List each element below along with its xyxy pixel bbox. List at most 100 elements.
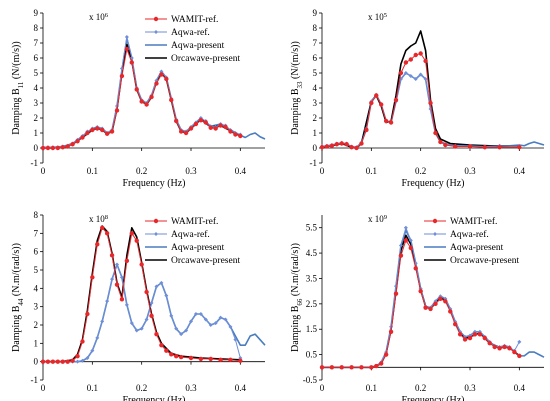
scale-multiplier: x 108 bbox=[89, 214, 108, 225]
y-tick-label: 8 bbox=[313, 23, 318, 33]
data-point bbox=[164, 76, 169, 82]
data-point bbox=[95, 335, 100, 340]
y-tick-label: -1 bbox=[31, 158, 39, 168]
y-tick-label: 5.5 bbox=[306, 223, 318, 233]
data-point bbox=[228, 357, 233, 363]
series-wamit-ref bbox=[319, 238, 522, 370]
data-point bbox=[428, 306, 433, 312]
data-point bbox=[383, 118, 389, 124]
data-point bbox=[418, 288, 423, 294]
data-point bbox=[492, 344, 497, 350]
data-point bbox=[359, 365, 364, 370]
data-point bbox=[218, 315, 223, 320]
data-point bbox=[208, 125, 213, 130]
y-tick-label: 1 bbox=[34, 128, 39, 138]
y-tick-label: 1.5 bbox=[306, 324, 318, 334]
data-point bbox=[349, 145, 354, 150]
y-tick-label: 3 bbox=[34, 302, 39, 312]
legend-marker bbox=[153, 16, 159, 22]
data-point bbox=[80, 358, 85, 363]
legend-label: Aqwa-ref. bbox=[450, 229, 489, 240]
data-point bbox=[124, 46, 130, 52]
data-point bbox=[169, 97, 174, 103]
y-axis-label: Damping B66 (N.m/(rad/s)) bbox=[290, 243, 304, 352]
data-point bbox=[403, 71, 408, 75]
data-point bbox=[183, 130, 189, 136]
data-point bbox=[418, 51, 423, 56]
data-point bbox=[517, 145, 522, 150]
data-point bbox=[364, 127, 369, 133]
y-tick-label: 1 bbox=[313, 128, 318, 138]
data-point bbox=[90, 275, 95, 280]
data-point bbox=[134, 238, 139, 243]
data-point bbox=[169, 313, 174, 318]
data-point bbox=[334, 142, 339, 147]
data-point bbox=[393, 97, 399, 103]
data-point bbox=[104, 131, 110, 136]
data-point bbox=[164, 348, 169, 353]
data-point bbox=[55, 145, 60, 151]
x-tick-label: 0.4 bbox=[514, 166, 526, 176]
data-point bbox=[349, 365, 354, 370]
data-point bbox=[408, 57, 413, 62]
legend-marker bbox=[153, 218, 159, 224]
data-point bbox=[477, 332, 483, 337]
data-point bbox=[228, 324, 233, 329]
data-point bbox=[174, 326, 179, 331]
y-tick-label: -0.5 bbox=[303, 375, 318, 385]
data-point bbox=[238, 358, 243, 363]
data-point bbox=[208, 323, 213, 327]
series-aqwa-ref bbox=[41, 262, 243, 364]
data-point bbox=[467, 144, 473, 149]
y-tick-label: -1 bbox=[31, 375, 39, 385]
data-point bbox=[105, 299, 110, 304]
series-aqwa-ref bbox=[41, 35, 243, 150]
scale-multiplier: x 105 bbox=[368, 12, 387, 23]
y-tick-label: 6 bbox=[313, 53, 318, 63]
data-point bbox=[423, 58, 428, 64]
data-point bbox=[178, 129, 184, 134]
x-tick-label: 0.1 bbox=[87, 166, 98, 176]
y-tick-label: 2.5 bbox=[306, 299, 318, 309]
data-point bbox=[497, 346, 502, 351]
data-point bbox=[354, 145, 359, 151]
data-point bbox=[238, 133, 243, 139]
data-point bbox=[339, 365, 344, 370]
data-point bbox=[134, 87, 139, 92]
x-axis-label: Frequency (Hz) bbox=[122, 178, 185, 189]
data-point bbox=[109, 129, 115, 134]
y-tick-label: 0 bbox=[313, 143, 318, 153]
data-point bbox=[179, 332, 184, 337]
y-tick-label: 0 bbox=[34, 143, 39, 153]
y-tick-label: 5 bbox=[313, 68, 318, 78]
x-tick-label: 0 bbox=[41, 383, 46, 393]
data-point bbox=[462, 337, 468, 342]
data-point bbox=[213, 321, 218, 326]
data-point bbox=[379, 102, 384, 107]
data-point bbox=[208, 356, 213, 362]
data-point bbox=[398, 70, 404, 76]
legend-label: WAMIT-ref. bbox=[171, 14, 218, 25]
x-axis-label: Frequency (Hz) bbox=[401, 395, 464, 401]
data-point bbox=[188, 126, 194, 131]
y-tick-label: 0.5 bbox=[306, 350, 318, 360]
data-point bbox=[339, 141, 344, 146]
y-tick-label: 5 bbox=[34, 265, 39, 275]
y-tick-label: 3.5 bbox=[306, 273, 318, 283]
data-point bbox=[507, 346, 512, 351]
data-point bbox=[144, 289, 149, 295]
data-point bbox=[40, 145, 46, 151]
data-point bbox=[75, 359, 80, 364]
data-point bbox=[100, 319, 105, 324]
data-point bbox=[45, 145, 51, 151]
x-tick-label: 0.3 bbox=[464, 383, 476, 393]
data-point bbox=[213, 126, 218, 131]
data-point bbox=[55, 359, 60, 364]
data-point bbox=[50, 145, 56, 151]
data-point bbox=[149, 301, 154, 305]
data-point bbox=[403, 60, 409, 65]
data-point bbox=[403, 225, 408, 230]
x-tick-label: 0 bbox=[41, 166, 46, 176]
x-tick-label: 0.3 bbox=[185, 383, 197, 393]
